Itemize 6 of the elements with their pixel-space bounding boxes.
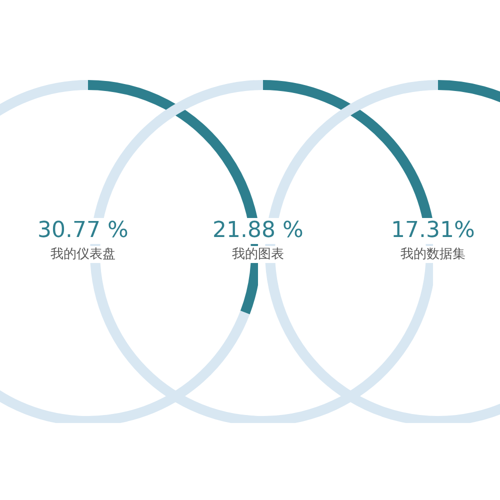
text: 21.88 % [210, 218, 306, 244]
text: 30.77 % [36, 218, 130, 244]
text: 我的图表 [230, 246, 286, 263]
text: 17.31% [389, 218, 477, 244]
text: 我的数据集 [398, 246, 468, 263]
text: 我的仪表盘 [48, 246, 118, 263]
